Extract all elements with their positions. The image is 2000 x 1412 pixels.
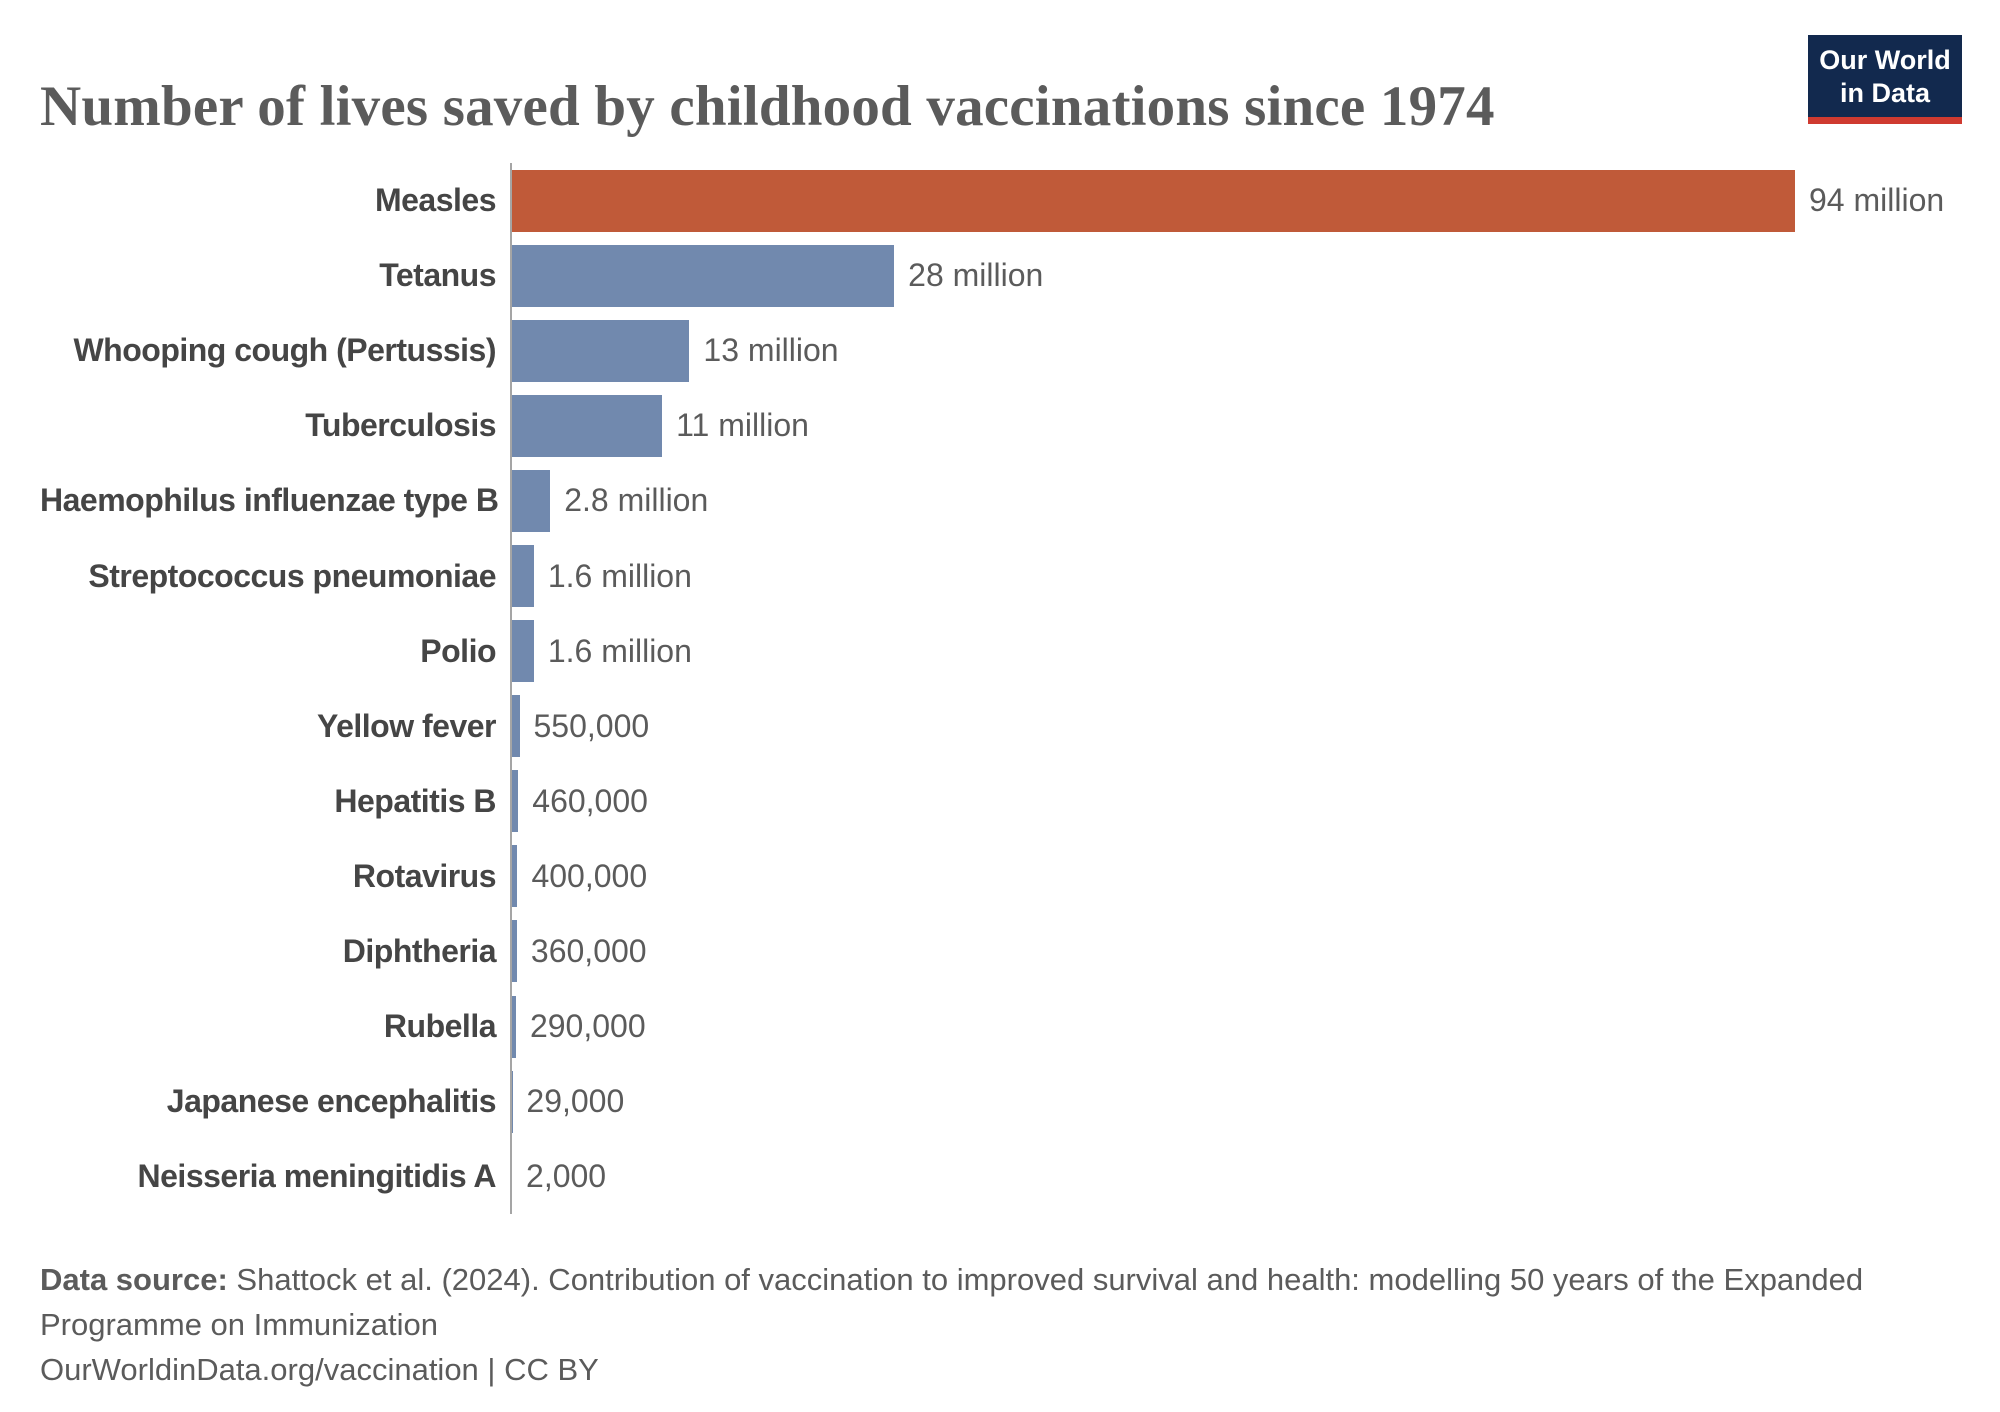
- category-label: Whooping cough (Pertussis): [73, 332, 496, 369]
- category-label: Tuberculosis: [305, 407, 496, 444]
- bar: [512, 770, 519, 833]
- value-label: 1.6 million: [547, 632, 692, 669]
- bar-zone: 94 million: [510, 163, 1970, 239]
- value-label: 28 million: [908, 257, 1044, 294]
- bar-zone: 2,000: [510, 1139, 1970, 1215]
- chart-row: Polio 1.6 million: [40, 613, 1970, 689]
- category-label: Polio: [420, 632, 496, 669]
- value-label: 400,000: [531, 857, 648, 894]
- bar-zone: 1.6 million: [510, 538, 1970, 614]
- chart-row: Neisseria meningitidis A 2,000: [40, 1139, 1970, 1215]
- bar: [512, 169, 1795, 232]
- value-label: 2.8 million: [564, 482, 709, 519]
- owid-logo-box: Our World in Data: [1808, 35, 1962, 117]
- value-label: 1.6 million: [547, 557, 692, 594]
- bar: [512, 995, 516, 1058]
- chart-row: Diphtheria 360,000: [40, 913, 1970, 990]
- category-label: Yellow fever: [317, 707, 496, 744]
- bar-zone: 13 million: [510, 313, 1970, 389]
- category-label: Tetanus: [379, 257, 496, 294]
- value-label: 29,000: [526, 1083, 625, 1120]
- bar: [512, 244, 895, 307]
- category-label: Diphtheria: [342, 932, 497, 969]
- footer: Data source: Shattock et al. (2024). Con…: [40, 1258, 1910, 1393]
- chart-row: Rotavirus 400,000: [40, 838, 1970, 914]
- value-label: 460,000: [532, 782, 648, 819]
- bar-zone: 360,000: [510, 913, 1970, 990]
- owid-logo: Our World in Data: [1808, 35, 1962, 124]
- chart-row: Tetanus 28 million: [40, 238, 1970, 314]
- chart-row: Hepatitis B 460,000: [40, 763, 1970, 839]
- owid-logo-line2: in Data: [1839, 77, 1931, 108]
- chart-row: Haemophilus influenzae type B 2.8 million: [40, 463, 1970, 539]
- bar-zone: 1.6 million: [510, 613, 1970, 689]
- chart-row: Yellow fever 550,000: [40, 688, 1970, 764]
- value-label: 13 million: [703, 332, 839, 369]
- bar-zone: 460,000: [510, 763, 1970, 839]
- bar: [512, 469, 551, 532]
- chart-rows: Measles 94 million Tetanus 28 million Whoopi…: [40, 163, 1970, 1215]
- owid-logo-line1: Our World: [1819, 45, 1951, 75]
- data-source-label: Data source:: [40, 1262, 228, 1297]
- value-label: 94 million: [1809, 182, 1945, 219]
- owid-logo-accent-bar: [1808, 116, 1962, 124]
- data-source-text: Shattock et al. (2024). Contribution of …: [40, 1262, 1864, 1342]
- license-line: OurWorldinData.org/vaccination | CC BY: [40, 1351, 599, 1387]
- bar: [512, 695, 520, 758]
- bar-zone: 290,000: [510, 989, 1970, 1065]
- chart-row: Streptococcus pneumoniae 1.6 million: [40, 538, 1970, 614]
- category-label: Streptococcus pneumoniae: [88, 557, 496, 594]
- value-label: 290,000: [529, 1008, 646, 1045]
- bar-zone: 400,000: [510, 838, 1970, 914]
- category-label: Neisseria meningitidis A: [137, 1158, 497, 1195]
- bar-zone: 2.8 million: [510, 463, 1970, 539]
- chart-row: Rubella 290,000: [40, 989, 1970, 1065]
- category-label: Japanese encephalitis: [166, 1083, 497, 1120]
- category-label: Measles: [374, 182, 497, 219]
- category-label: Rubella: [383, 1008, 497, 1045]
- value-label: 360,000: [530, 932, 647, 969]
- chart-row: Japanese encephalitis 29,000: [40, 1064, 1970, 1140]
- bar: [512, 620, 534, 683]
- chart-row: Whooping cough (Pertussis) 13 million: [40, 313, 1970, 389]
- chart-row: Measles 94 million: [40, 163, 1970, 239]
- bar-zone: 28 million: [510, 238, 1970, 314]
- value-label: 550,000: [533, 707, 650, 744]
- bar: [512, 845, 518, 908]
- bar: [512, 920, 517, 983]
- bar: [512, 319, 690, 382]
- data-source-note: Data source: Shattock et al. (2024). Con…: [40, 1258, 1910, 1348]
- category-label: Hepatitis B: [334, 782, 496, 819]
- bar-zone: 550,000: [510, 688, 1970, 764]
- chart-row: Tuberculosis 11 million: [40, 388, 1970, 464]
- bar-chart: Measles 94 million Tetanus 28 million Whoopi…: [40, 163, 1970, 1215]
- category-label: Rotavirus: [352, 857, 497, 894]
- value-label: 2,000: [526, 1158, 607, 1195]
- value-label: 11 million: [676, 407, 809, 444]
- page-title: Number of lives saved by childhood vacci…: [40, 75, 1495, 139]
- bar-zone: 29,000: [510, 1064, 1970, 1140]
- bar: [512, 545, 534, 608]
- bar: [512, 394, 663, 457]
- category-label: Haemophilus influenzae type B: [40, 482, 499, 519]
- bar-zone: 11 million: [510, 388, 1970, 464]
